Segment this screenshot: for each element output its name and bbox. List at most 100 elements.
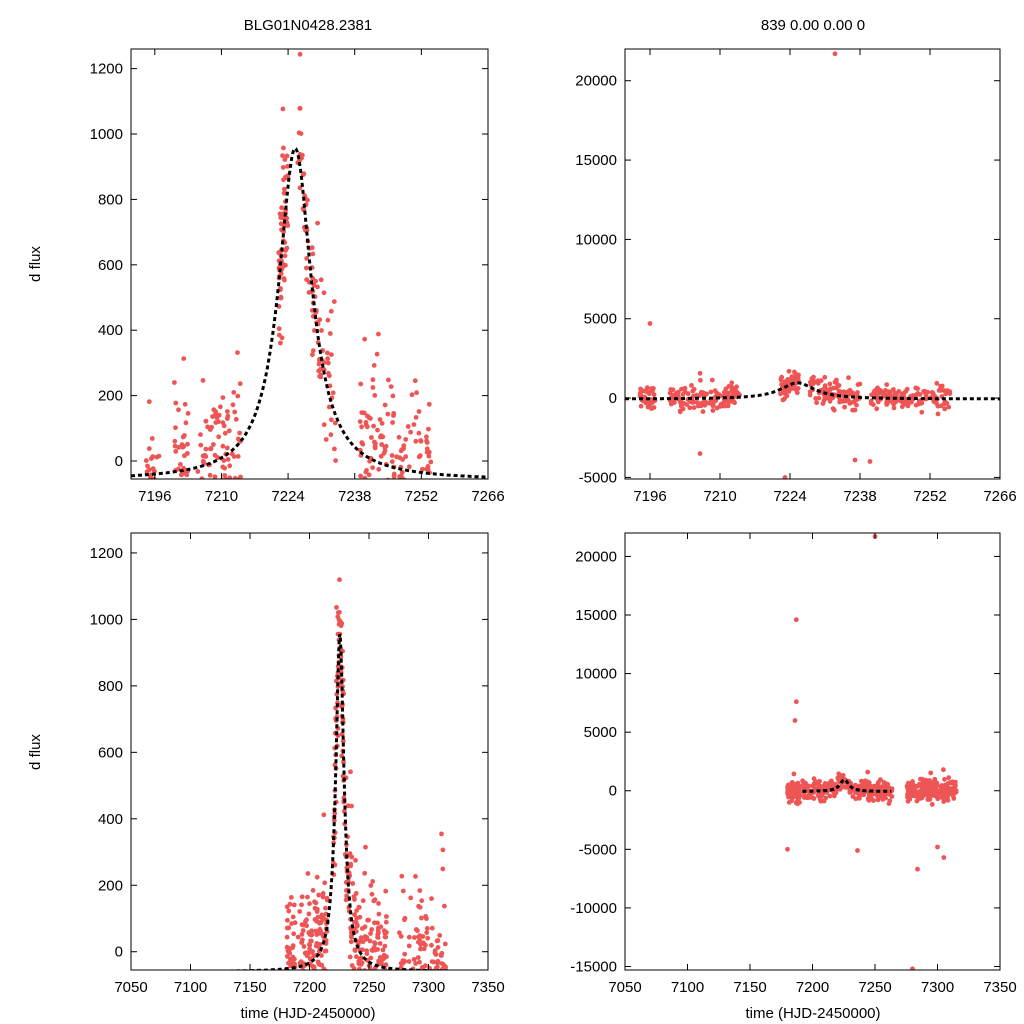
data-point	[934, 780, 940, 786]
data-point	[778, 376, 784, 381]
data-point	[376, 911, 382, 917]
data-point	[397, 455, 403, 461]
data-point	[348, 939, 354, 945]
data-point	[417, 888, 423, 893]
data-point	[725, 390, 731, 396]
data-point	[433, 952, 439, 957]
data-point	[235, 480, 240, 485]
data-point	[404, 997, 409, 1002]
data-point	[780, 397, 786, 403]
data-point	[677, 397, 682, 403]
data-point	[383, 1007, 388, 1012]
data-point	[386, 502, 391, 507]
data-point	[786, 389, 792, 394]
data-point	[409, 392, 415, 398]
data-point	[360, 939, 366, 945]
data-point	[424, 466, 430, 472]
data-point	[941, 855, 947, 860]
data-point	[357, 419, 363, 424]
data-point	[415, 928, 420, 934]
data-point	[439, 1003, 444, 1008]
data-point	[891, 405, 897, 411]
data-point	[349, 854, 355, 860]
data-point	[354, 908, 359, 913]
data-point	[315, 999, 320, 1004]
data-point	[220, 477, 225, 479]
y-tick-label: 400	[98, 811, 123, 828]
x-tick-label: 7196	[138, 488, 171, 505]
data-point	[388, 384, 394, 389]
data-point	[402, 917, 407, 923]
data-point	[327, 383, 333, 389]
x-tick-label: 7200	[796, 979, 829, 996]
data-point	[231, 390, 237, 395]
data-point	[143, 525, 148, 530]
data-point	[416, 939, 421, 945]
data-point	[814, 400, 819, 406]
data-point	[204, 504, 209, 509]
data-point	[376, 901, 381, 906]
data-point	[836, 388, 842, 394]
data-point	[414, 1012, 419, 1017]
data-point	[848, 789, 853, 795]
data-point	[230, 402, 236, 408]
data-point	[941, 388, 947, 393]
data-point	[363, 420, 369, 425]
data-point	[220, 464, 226, 470]
scatter-points-bottom-right	[785, 534, 959, 970]
data-point	[382, 445, 388, 450]
data-point	[651, 392, 657, 398]
data-point	[913, 385, 919, 391]
data-point	[181, 356, 187, 361]
data-point	[334, 678, 339, 684]
data-point	[391, 413, 396, 418]
data-point	[285, 996, 290, 1001]
data-point	[935, 403, 941, 409]
data-point	[321, 290, 327, 296]
data-point	[235, 393, 241, 399]
data-point	[428, 1002, 433, 1007]
data-point	[172, 438, 178, 444]
data-point	[380, 947, 386, 953]
data-point	[333, 458, 338, 463]
data-point	[214, 514, 219, 519]
data-point	[186, 522, 191, 527]
data-point	[700, 390, 706, 395]
data-point	[734, 384, 739, 390]
data-point	[352, 912, 357, 918]
data-point	[946, 404, 952, 410]
data-point	[417, 1001, 422, 1006]
data-point	[372, 920, 377, 926]
data-point	[282, 186, 287, 192]
data-point	[212, 474, 218, 479]
data-point	[915, 866, 920, 872]
data-point	[316, 361, 322, 367]
data-point	[182, 433, 187, 438]
data-point	[221, 480, 226, 485]
data-point	[396, 434, 402, 440]
data-point	[177, 488, 182, 493]
data-point	[939, 791, 945, 797]
data-point	[786, 791, 792, 796]
y-tick-label: 1000	[90, 611, 123, 628]
panel-bottom-right: 7050 7100 7150 7200 7250 7300 7350 -15000 -10000…	[570, 532, 1017, 996]
data-point	[928, 784, 934, 790]
data-point	[953, 787, 959, 793]
data-point	[441, 1002, 446, 1007]
data-point	[434, 1007, 439, 1012]
data-point	[237, 430, 243, 436]
data-point	[288, 895, 294, 900]
data-point	[308, 938, 313, 944]
x-tick-label: 7100	[174, 979, 207, 996]
x-tick-label: 7350	[471, 979, 504, 996]
x-tick-label: 7238	[338, 488, 371, 505]
data-point	[383, 962, 389, 968]
y-tick-label: -5000	[579, 841, 617, 858]
data-point	[332, 446, 337, 452]
data-point	[382, 402, 388, 408]
data-point	[815, 378, 821, 384]
data-point	[326, 404, 332, 410]
data-point	[416, 934, 421, 940]
data-point	[442, 903, 447, 909]
